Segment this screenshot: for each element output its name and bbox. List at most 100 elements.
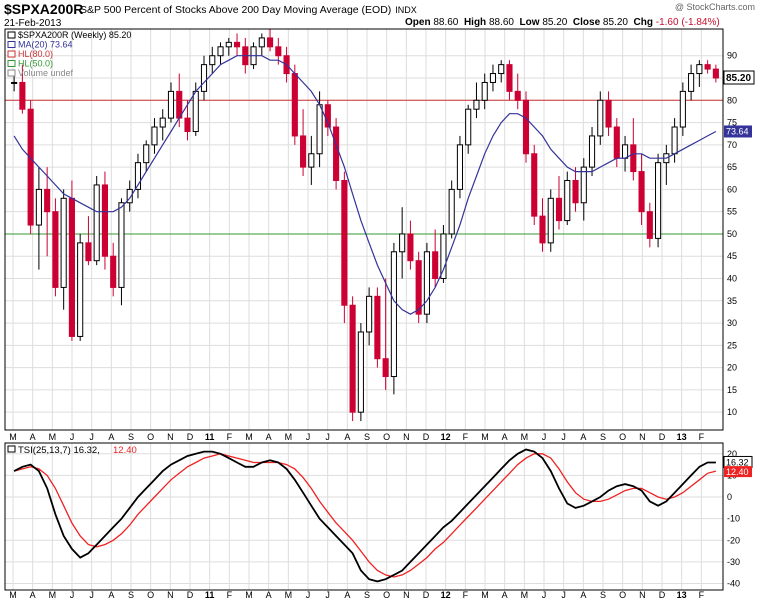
price-tick-label: 70 [727,140,737,150]
tsi-legend: TSI(25,13,7) 16.32, 12.40 [7,445,137,456]
candle-body [423,251,430,315]
candle-body [514,90,521,101]
x-tick-label-bottom: J [561,590,566,599]
candle-body [225,41,232,48]
x-tick-label: M [9,432,17,442]
price-tick-label: 15 [727,385,737,395]
candle-body [19,81,26,110]
x-tick-label: M [521,432,529,442]
x-tick-label: F [699,432,705,442]
candle-body [679,90,686,128]
candle-body [11,81,18,84]
close-label: Close [572,17,601,28]
low-label: Low [519,17,540,28]
tsi-legend-label: TSI(25,13,7) 16.32, [18,445,100,456]
candle-body [300,135,307,168]
candle-body [597,99,604,137]
legend-label: HL(80.0) [18,49,53,59]
chart-description: S&P 500 Percent of Stocks Above 200 Day … [80,4,417,16]
x-axis-bottom: M A M J J A S O N D 11 F M A M J J A S O N D 12 F M A M J J A S O N D 13 F [9,590,704,599]
chart-date: 21-Feb-2013 [4,18,62,29]
legend-label: $SPXA200R (Weekly) 85.20 [18,30,131,40]
x-tick-label: D [659,432,666,442]
price-tick-label: 40 [727,274,737,284]
x-tick-label-bottom: A [344,590,350,599]
x-tick-label-bottom: F [463,590,469,599]
candle-body [291,73,298,137]
candle-body [580,166,587,204]
tsi-tick-label: -20 [727,535,740,545]
x-tick-label: S [600,432,606,442]
x-tick-label: D [423,432,430,442]
legend-label: MA(20) 73.64 [18,40,73,50]
tsi-tick-label: -40 [727,579,740,589]
x-tick-label-bottom: J [306,590,311,599]
candle-body [35,188,42,226]
price-candles [11,29,719,422]
x-tick-label: O [383,432,390,442]
last-value-box [723,70,755,85]
price-tick-label: 30 [727,318,737,328]
x-tick-label-bottom: N [403,590,410,599]
x-tick-label-bottom: D [187,590,194,599]
candle-body [68,197,75,337]
high-value: 88.60 [488,17,514,28]
x-tick-label: J [561,432,566,442]
candle-body [605,99,612,128]
candle-body [390,251,397,378]
x-tick-label: J [89,432,94,442]
price-tick-label: 75 [727,118,737,128]
legend-swatch [7,41,16,48]
x-tick-label-bottom: J [89,590,94,599]
x-tick-label-bottom: M [49,590,57,599]
candle-body [382,358,389,378]
candle-body [489,73,497,83]
tsi-tick-label: -30 [727,557,740,567]
x-tick-label-bottom: A [30,590,36,599]
x-tick-label: J [306,432,311,442]
chg-label: Chg [633,17,653,28]
candle-body [415,260,422,315]
candle-body [184,117,191,132]
candle-body [333,126,340,181]
x-tick-label-bottom: 12 [441,590,451,599]
candle-body [159,117,166,128]
x-tick-label: F [463,432,469,442]
open-value: 88.60 [433,17,459,28]
x-tick-label: M [245,432,253,442]
x-tick-label-bottom: A [502,590,508,599]
legend-label: Volume undef [18,68,74,78]
candle-body [52,211,59,288]
x-tick-label: A [502,432,508,442]
high-label: High [463,17,487,28]
x-tick-label-bottom: A [580,590,586,599]
candle-body [341,179,348,306]
tsi-legend-swatch [7,445,16,453]
price-tick-label: 80 [727,95,737,105]
candle-body [572,179,579,204]
x-tick-label-bottom: O [147,590,154,599]
legend-swatch [7,69,16,77]
x-tick-label-bottom: M [285,590,293,599]
x-tick-label-bottom: A [266,590,272,599]
x-tick-label: O [619,432,626,442]
x-tick-label-bottom: J [325,590,330,599]
tsi-value-label: 16.32 [726,457,749,467]
candle-body [110,255,117,288]
candle-body [93,184,100,262]
x-tick-label-bottom: O [619,590,626,599]
x-tick-label: N [639,432,646,442]
x-tick-label: S [364,432,370,442]
x-tick-label: A [266,432,272,442]
candle-body [60,197,67,288]
candle-body [440,233,447,280]
candle-body [366,295,373,333]
signal-value-box [724,466,752,478]
tsi-tick-label: 20 [727,449,737,459]
x-tick-label-bottom: S [600,590,606,599]
x-tick-label: 11 [205,432,215,442]
x-axis: M A M J J A S O N D 11 F M A M J J A S O N D 12 F M A M J J A S O N D 13 F [9,432,704,442]
